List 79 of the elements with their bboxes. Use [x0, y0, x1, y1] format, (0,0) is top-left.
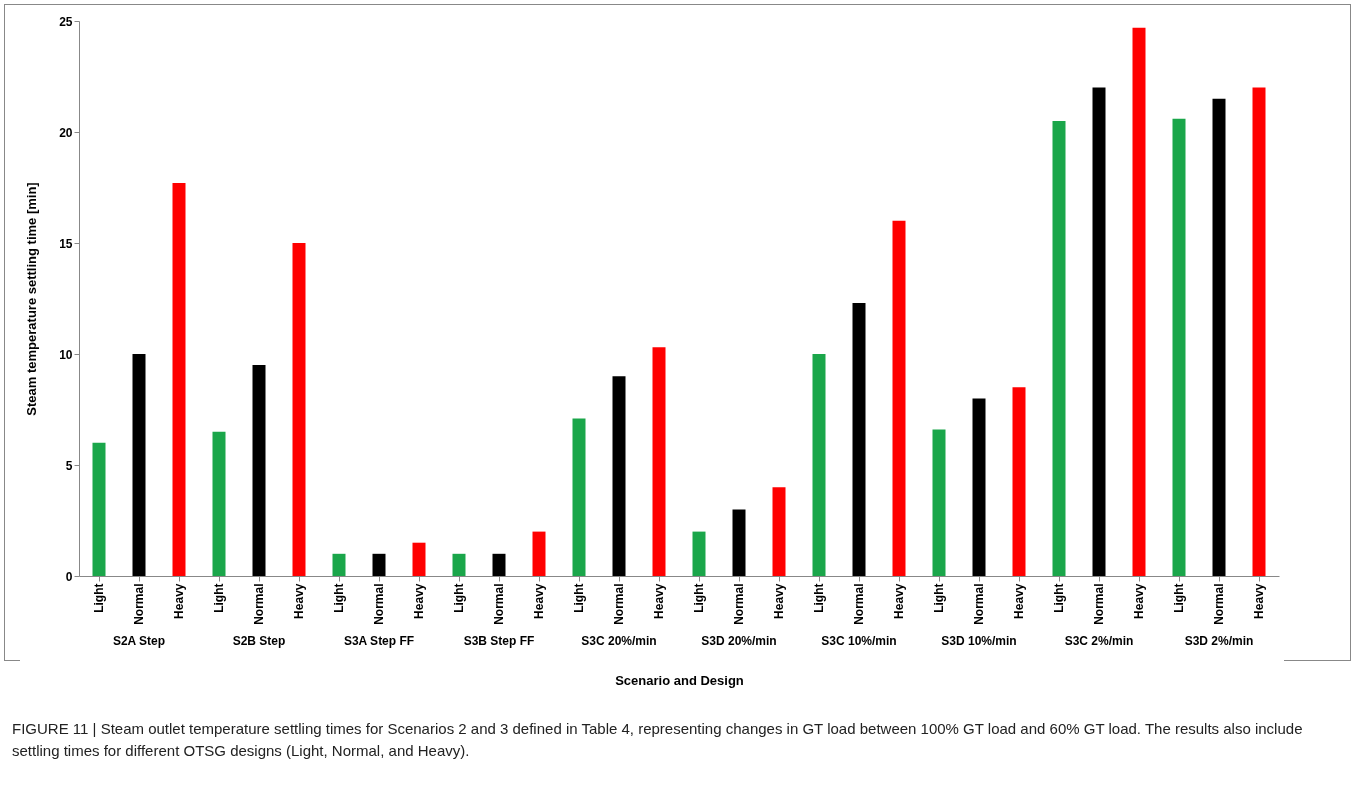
x-tick-label: S3C 20%/min: [581, 634, 657, 648]
bar: [372, 553, 386, 576]
bar: [1252, 87, 1266, 576]
text: Normal: [612, 583, 626, 625]
text: Normal: [732, 583, 746, 625]
text: Normal: [852, 583, 866, 625]
bar: [332, 553, 346, 576]
text: Heavy: [652, 583, 666, 619]
bar: [92, 442, 106, 576]
text: Light: [692, 583, 706, 613]
text: Heavy: [892, 583, 906, 619]
x-tick-label: S2B Step: [232, 634, 286, 648]
bar: [732, 509, 746, 576]
x-tick-label: S3B Step FF: [463, 634, 535, 648]
x-tick-label: S3C 2%/min: [1064, 634, 1134, 648]
x-tick-label: S3A Step FF: [343, 634, 415, 648]
bar: [892, 220, 906, 576]
x-tick-label: S3C 10%/min: [821, 634, 897, 648]
caption: FIGURE 11 | Steam outlet temperature settling times for Scenarios 2 and 3 defined in Table 4, representing changes in GT load between 100% GT load and 60% GT load. The results also include settling times for different OTSG designs (Light, Normal, and Heavy).: [12, 719, 1304, 761]
text: Heavy: [172, 583, 186, 619]
y-tick-label: 5: [65, 458, 73, 473]
text: Light: [332, 583, 346, 613]
bar: [1012, 387, 1026, 576]
text: Normal: [372, 583, 386, 625]
bar: [772, 487, 786, 576]
text: Light: [92, 583, 106, 613]
y-axis-title: Steam temperature settling time [min]: [24, 182, 40, 416]
text: Light: [572, 583, 586, 613]
bar: [1212, 98, 1226, 576]
bar: [1132, 27, 1146, 576]
text: Normal: [492, 583, 506, 625]
text: Heavy: [412, 583, 426, 619]
text: Heavy: [292, 583, 306, 619]
x-tick-label: S3D 20%/min: [701, 634, 777, 648]
bar: [412, 542, 426, 576]
text: Light: [1052, 583, 1066, 613]
text: Heavy: [1252, 583, 1266, 619]
bar: [132, 354, 146, 576]
x-tick-label: S3D 10%/min: [941, 634, 1017, 648]
text: Light: [452, 583, 466, 613]
bar: [692, 531, 706, 576]
text: Normal: [132, 583, 146, 625]
text: Normal: [1092, 583, 1106, 625]
bar: [932, 429, 946, 576]
bar: [212, 431, 226, 576]
x-tick-label: S3D 2%/min: [1184, 634, 1254, 648]
text: Normal: [1212, 583, 1226, 625]
bar: [612, 376, 626, 576]
bar: [532, 531, 546, 576]
text: Light: [1172, 583, 1186, 613]
y-tick-label: 15: [59, 236, 73, 251]
text: Normal: [252, 583, 266, 625]
bar: [1172, 118, 1186, 576]
text: Heavy: [532, 583, 546, 619]
x-axis-title: Scenario and Design: [615, 672, 744, 688]
text: Light: [932, 583, 946, 613]
bar: [1092, 87, 1106, 576]
y-tick-label: 20: [59, 125, 73, 140]
bar: [572, 418, 586, 576]
bar: [652, 347, 666, 576]
text: Light: [812, 583, 826, 613]
bar: [252, 365, 266, 576]
y-tick-label: 0: [65, 569, 73, 584]
x-tick-label: S2A Step: [112, 634, 166, 648]
bar: [492, 553, 506, 576]
y-tick-label: 10: [59, 347, 73, 362]
y-tick-label: 25: [59, 14, 73, 29]
bar: [292, 243, 306, 576]
bar: [852, 302, 866, 576]
text: Normal: [972, 583, 986, 625]
bar: [812, 354, 826, 576]
bar: [172, 183, 186, 576]
text: Light: [212, 583, 226, 613]
bar: [972, 398, 986, 576]
text: Heavy: [1012, 583, 1026, 619]
bar: [452, 553, 466, 576]
text: Heavy: [1132, 583, 1146, 619]
bar: [1052, 120, 1066, 576]
text: Heavy: [772, 583, 786, 619]
